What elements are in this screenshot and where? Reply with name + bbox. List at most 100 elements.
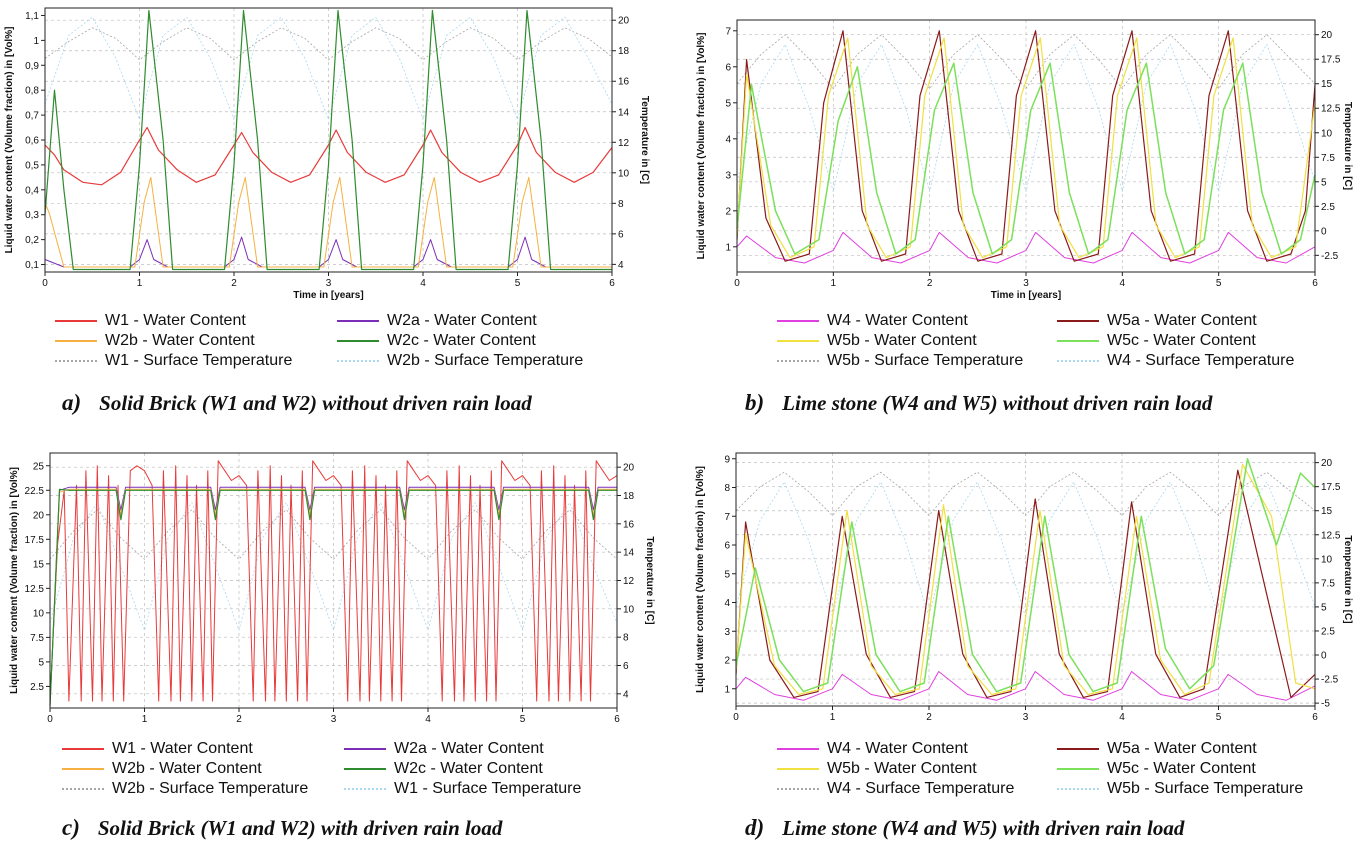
- y2-tick-label: 18: [618, 46, 630, 57]
- series-line-d-4: [735, 471, 1316, 516]
- legend-label: W2a - Water Content: [394, 740, 544, 757]
- x-tick-label: 2: [927, 278, 933, 289]
- series-line-b-4: [736, 34, 1316, 89]
- x-tick-label: 5: [1216, 712, 1222, 723]
- y2-tick-label: 18: [623, 491, 635, 502]
- chart-c-caption-text: Solid Brick (W1 and W2) with driven rain…: [97, 816, 503, 840]
- series-line-c-5: [49, 502, 618, 631]
- grid: [736, 20, 1316, 272]
- y-axis-title: Liquid water content (Volume fraction) i…: [4, 27, 15, 254]
- series-line-b-0: [736, 231, 1316, 264]
- y-tick-label: 12.5: [25, 584, 45, 595]
- chart-a-legend: W1 - Water Content W2a - Water Content W2b…: [55, 311, 675, 381]
- y2-tick-label: 20: [1321, 30, 1333, 41]
- x-tick-label: 4: [1119, 712, 1125, 723]
- x-tick-label: 4: [420, 278, 426, 289]
- legend-swatch: [1057, 340, 1099, 342]
- legend-label: W4 - Water Content: [827, 312, 968, 329]
- legend-swatch: [62, 768, 104, 770]
- x-tick-label: 5: [515, 278, 521, 289]
- chart-a-caption-text: Solid Brick (W1 and W2) without driven r…: [99, 391, 532, 415]
- legend-swatch: [344, 748, 386, 750]
- y-tick-label: 0,1: [25, 260, 39, 271]
- chart-c-caption-letter: c): [62, 815, 80, 840]
- legend-label: W2b - Surface Temperature: [112, 780, 309, 797]
- chart-panel-d: 0 1 2 3 4 5 6 1 2 3 4 5 6 7 8 9 -5 -2.5 0 2.5 5 7.5 10 12.5 15 17…: [683, 423, 1366, 846]
- chart-d-plot: 0 1 2 3 4 5 6 1 2 3 4 5 6 7 8 9 -5 -2.5 0 2.5 5 7.5 10 12.5 15 17…: [695, 452, 1353, 723]
- y2-tick-label: 8: [618, 199, 624, 210]
- x-tick-label: 3: [331, 714, 337, 723]
- legend-label: W4 - Surface Temperature: [1107, 352, 1295, 369]
- y-tick-label: 0,7: [25, 111, 39, 122]
- y2-tick-label: 20: [1321, 458, 1333, 469]
- x-axis-title: Time in [years]: [293, 290, 363, 300]
- grid: [49, 453, 618, 708]
- x-tick-label: 2: [231, 278, 237, 289]
- y-axis-title: Liquid water content (Volume fraction) i…: [9, 467, 20, 694]
- series-line-c-0: [49, 460, 618, 702]
- chart-d-caption-letter: d): [745, 815, 765, 840]
- series-line-c-1: [49, 486, 617, 707]
- y-tick-label: 20: [33, 510, 45, 521]
- legend-swatch: [777, 748, 819, 750]
- y2-tick-label: 10: [1321, 128, 1333, 139]
- y2-tick-label: 0: [1321, 226, 1327, 237]
- y2-tick-label: 0: [1321, 651, 1327, 662]
- legend-swatch: [344, 788, 386, 790]
- y2-tick-label: 2.5: [1321, 202, 1335, 213]
- x-tick-label: 0: [47, 714, 53, 723]
- y-tick-label: 1: [724, 684, 730, 695]
- series-line-d-2: [735, 463, 1316, 696]
- legend-swatch: [1057, 320, 1099, 322]
- legend-label: W5c - Water Content: [1107, 332, 1256, 349]
- x-axis-title: Time in [years]: [991, 290, 1061, 300]
- y2-tick-label: -2.5: [1321, 251, 1339, 262]
- series-line-b-5: [736, 44, 1316, 193]
- legend-label: W5a - Water Content: [1107, 312, 1257, 329]
- x-tick-label: 0: [734, 278, 740, 289]
- legend-swatch: [777, 788, 819, 790]
- y-tick-label: 0,6: [25, 136, 39, 147]
- legend-label: W5b - Surface Temperature: [827, 352, 1024, 369]
- legend-label: W5c - Water Content: [1107, 760, 1256, 777]
- y-tick-label: 0,8: [25, 86, 39, 97]
- y-tick-label: 2: [725, 206, 731, 217]
- y2-axis-title: Temperature in [C]: [1342, 102, 1353, 190]
- legend-label: W2a - Water Content: [387, 312, 537, 329]
- legend-swatch: [1057, 768, 1099, 770]
- legend-swatch: [777, 360, 819, 362]
- series-line-a-2: [44, 176, 612, 268]
- y2-tick-label: 2.5: [1321, 626, 1335, 637]
- y2-tick-label: 4: [623, 689, 629, 700]
- chart-c-caption: c) Solid Brick (W1 and W2) with driven ra…: [62, 815, 502, 841]
- chart-a-caption: a) Solid Brick (W1 and W2) without driven…: [62, 390, 532, 416]
- x-tick-label: 5: [520, 714, 526, 723]
- legend-swatch: [1057, 360, 1099, 362]
- y2-tick-label: 10: [618, 168, 630, 179]
- y-tick-label: 7: [725, 26, 731, 37]
- series-line-a-3: [44, 9, 612, 271]
- legend-label: W4 - Water Content: [827, 740, 968, 757]
- y-tick-label: 7: [724, 512, 730, 523]
- y-tick-label: 3: [725, 170, 731, 181]
- chart-c-plot: 0 1 2 3 4 5 62.557.51012.51517.52022.525468101…: [9, 452, 655, 723]
- chart-b-plot: 0 1 2 3 4 5 6 1 2 3 4 5 6 7 -2.5 0 2.5 5 7.5 10 12.5 15 17.5 20…: [696, 19, 1353, 300]
- y2-tick-label: 17.5: [1321, 55, 1341, 66]
- y-axis-title: Liquid water content (Volume fraction) i…: [695, 466, 706, 693]
- y-tick-label: 0,5: [25, 160, 39, 171]
- y2-tick-label: 7.5: [1321, 153, 1335, 164]
- y2-tick-label: 10: [623, 604, 635, 615]
- chart-b-caption: b) Lime stone (W4 and W5) without driven …: [745, 390, 1212, 416]
- chart-d-legend: W4 - Water Content W5a - Water Content W5b…: [777, 739, 1357, 809]
- legend-swatch: [55, 320, 97, 322]
- x-tick-label: 6: [1312, 278, 1318, 289]
- y2-tick-label: -2.5: [1321, 675, 1339, 686]
- chart-b-caption-text: Lime stone (W4 and W5) without driven ra…: [782, 391, 1213, 415]
- legend-label: W2c - Water Content: [394, 760, 543, 777]
- y2-tick-label: 20: [618, 16, 630, 27]
- y-tick-label: 25: [33, 461, 45, 472]
- x-tick-label: 3: [326, 278, 332, 289]
- y-tick-label: 1,1: [25, 11, 39, 22]
- chart-panel-b: 0 1 2 3 4 5 6 1 2 3 4 5 6 7 -2.5 0 2.5 5 7.5 10 12.5 15 17.5 20…: [683, 0, 1366, 423]
- y-tick-label: 10: [33, 608, 45, 619]
